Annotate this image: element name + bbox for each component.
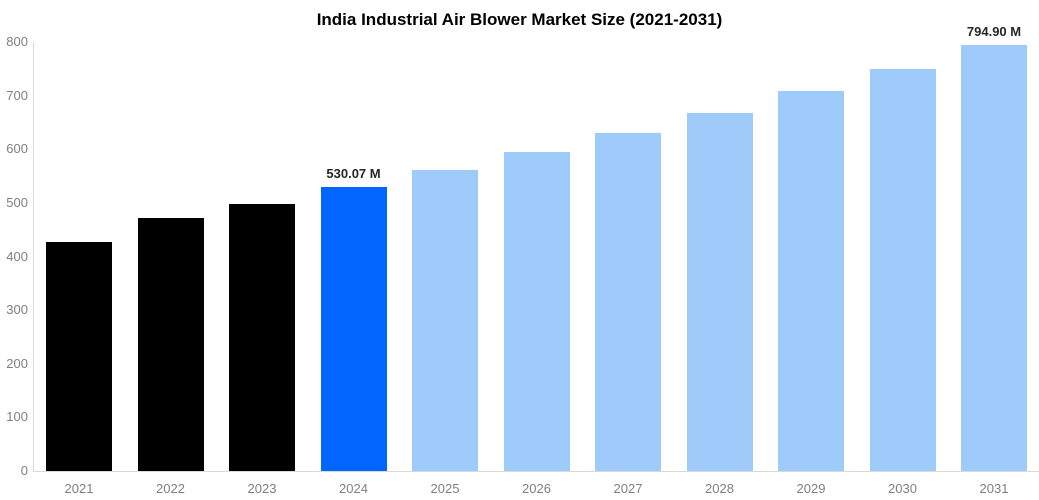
bar-group-2031: 794.90 M (961, 24, 1027, 471)
bar-group-2028 (686, 112, 753, 471)
bar-group-2022 (137, 218, 204, 471)
y-axis-tick-label: 0 (20, 463, 28, 478)
y-axis-tick-label: 300 (6, 302, 28, 318)
y-axis-tick-label: 700 (6, 87, 28, 103)
y-axis-tick-label: 800 (6, 34, 28, 49)
x-axis-tick-label-2027: 2027 (613, 481, 643, 496)
bar-2022 (137, 218, 204, 471)
bar-2029 (778, 91, 844, 471)
bar-2030 (869, 68, 936, 471)
bar-2028 (686, 112, 753, 471)
x-axis-tick-label-2028: 2028 (705, 481, 734, 496)
bar-2023 (229, 203, 295, 471)
bar-group-2029 (778, 91, 844, 471)
bar-value-label-2031: 794.90 M (966, 23, 1022, 39)
x-axis-tick-label-2022: 2022 (156, 481, 185, 496)
plot-area: 530.07 M 794.90 M (33, 24, 1039, 471)
y-axis-tick-label: 600 (6, 141, 28, 157)
x-axis-tick-labels: 2021 2022 2023 2024 2025 2026 2027 2028 2029 2030… (33, 481, 1039, 496)
bar-2027 (595, 132, 661, 471)
x-axis-tick-label-2024: 2024 (339, 481, 368, 496)
bar-group-2021 (46, 242, 112, 471)
x-axis-tick-label-2029: 2029 (796, 481, 826, 496)
bar-group-2025 (412, 169, 478, 471)
y-axis-tick-label: 400 (6, 248, 28, 264)
x-axis-tick-label-2025: 2025 (430, 481, 460, 496)
x-axis-line (33, 471, 1039, 472)
bar-group-2026 (503, 151, 570, 471)
bar-group-2027 (595, 132, 661, 471)
bar-group-2024: 530.07 M (320, 165, 387, 471)
x-axis-tick-label-2030: 2030 (888, 481, 917, 496)
chart-title: India Industrial Air Blower Market Size … (316, 10, 723, 29)
x-axis-tick-label-2023: 2023 (247, 481, 277, 496)
bar-group-2023 (229, 203, 295, 471)
x-axis-tick-label-2021: 2021 (64, 481, 94, 496)
y-axis-tick-label: 500 (6, 194, 28, 210)
y-axis-line (33, 42, 34, 471)
y-axis-tick-label: 100 (6, 409, 28, 425)
y-axis-tick-label: 200 (6, 355, 28, 371)
bar-value-label-2024: 530.07 M (326, 165, 381, 181)
bar-2021 (46, 242, 112, 471)
bar-2025 (412, 169, 478, 471)
bar-2026 (503, 151, 570, 471)
bar-group-2030 (869, 68, 936, 471)
bar-2024 (320, 186, 387, 471)
x-axis-tick-label-2031: 2031 (979, 481, 1009, 496)
bar-2031 (961, 44, 1027, 471)
x-axis-tick-label-2026: 2026 (522, 481, 551, 496)
